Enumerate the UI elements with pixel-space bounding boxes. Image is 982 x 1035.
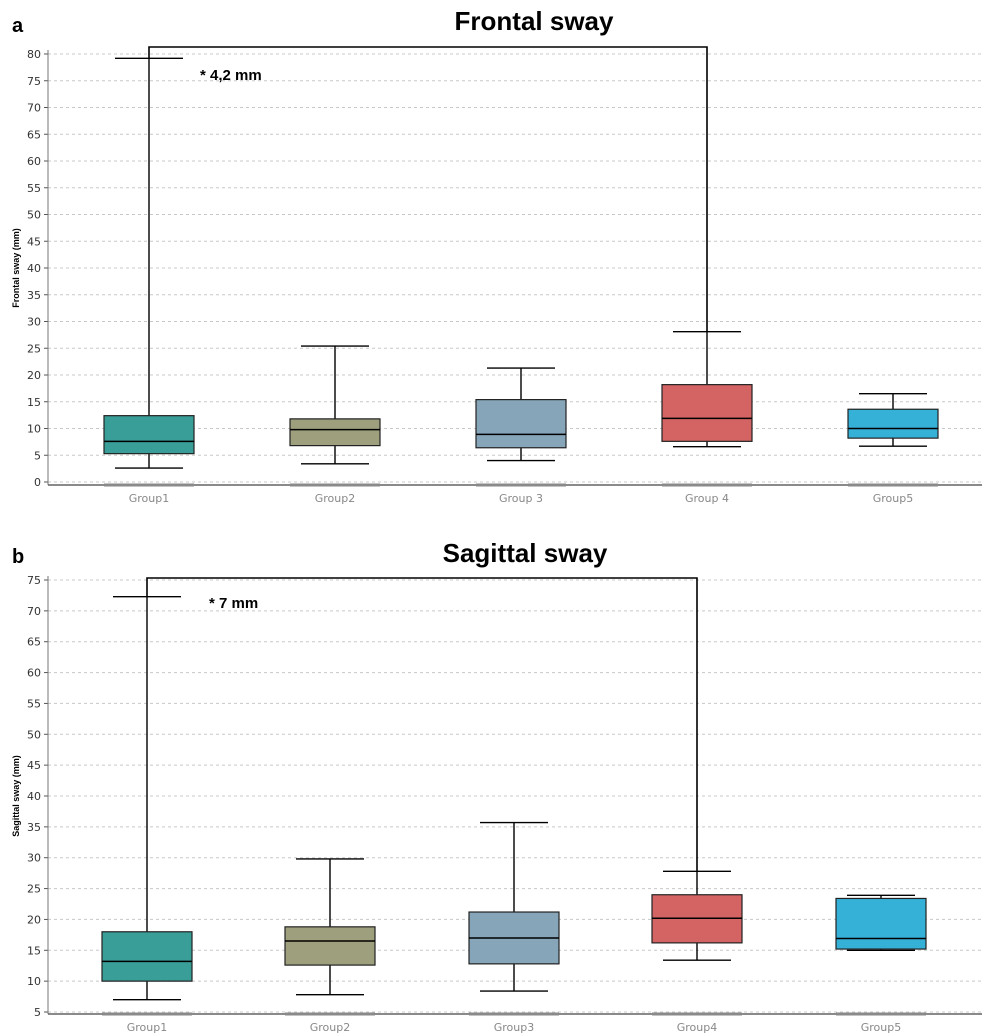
panel-frontal-sway: a Frontal sway Frontal sway (mm) 0 5 10 15 2…	[11, 6, 982, 505]
significance-bracket	[146, 577, 698, 872]
y-tick-label: 55	[27, 182, 41, 195]
iqr-box	[847, 408, 939, 439]
x-tick-label: Group 4	[685, 492, 729, 505]
significance-annotation: * 7 mm	[209, 595, 258, 612]
y-tick-label: 0	[34, 476, 41, 489]
iqr-box	[284, 926, 376, 966]
category-marker	[836, 1012, 926, 1016]
category-marker	[290, 483, 380, 487]
x-tick-label: Group5	[861, 1021, 902, 1034]
y-axis-label-sagittal: Sagittal sway (mm)	[11, 755, 21, 837]
y-tick-label: 40	[27, 262, 41, 275]
x-tick-label: Group1	[127, 1021, 168, 1034]
box-3	[475, 367, 567, 487]
iqr-box	[835, 897, 927, 950]
box-1	[103, 57, 195, 487]
iqr-box	[475, 399, 567, 449]
category-marker	[662, 483, 752, 487]
significance-bracket	[148, 46, 708, 332]
x-tick-label: Group3	[494, 1021, 535, 1034]
y-tick-label: 25	[27, 342, 41, 355]
category-marker	[469, 1012, 559, 1016]
category-marker	[104, 483, 194, 487]
iqr-box	[661, 384, 753, 442]
panel-letter-a: a	[12, 15, 24, 37]
category-marker	[652, 1012, 742, 1016]
box-3	[468, 821, 560, 1016]
y-tick-label: 70	[27, 102, 41, 115]
category-marker	[285, 1012, 375, 1016]
box-2	[289, 345, 381, 487]
y-tick-label: 35	[27, 821, 41, 834]
category-marker	[476, 483, 566, 487]
y-tick-label: 5	[34, 449, 41, 462]
box-5	[847, 393, 939, 487]
y-tick-label: 20	[27, 913, 41, 926]
x-tick-label: Group4	[677, 1021, 718, 1034]
panel-letter-b: b	[12, 546, 24, 568]
iqr-box	[103, 415, 195, 455]
y-tick-label: 45	[27, 759, 41, 772]
y-tick-label: 65	[27, 128, 41, 141]
box-5	[835, 894, 927, 1016]
y-tick-label: 75	[27, 574, 41, 587]
box-4	[651, 870, 743, 1016]
category-marker	[102, 1012, 192, 1016]
y-tick-label: 35	[27, 289, 41, 302]
y-tick-label: 40	[27, 790, 41, 803]
y-tick-label: 50	[27, 728, 41, 741]
y-tick-label: 70	[27, 605, 41, 618]
y-tick-label: 50	[27, 209, 41, 222]
box-4	[661, 330, 753, 487]
y-tick-label: 15	[27, 396, 41, 409]
y-tick-label: 10	[27, 975, 41, 988]
y-tick-label: 25	[27, 883, 41, 896]
y-tick-label: 80	[27, 48, 41, 61]
y-tick-label: 60	[27, 667, 41, 680]
y-tick-label: 15	[27, 944, 41, 957]
y-tick-label: 5	[34, 1006, 41, 1019]
y-tick-label: 65	[27, 636, 41, 649]
iqr-box	[289, 418, 381, 447]
x-tick-label: Group2	[315, 492, 356, 505]
category-marker	[848, 483, 938, 487]
y-tick-label: 30	[27, 316, 41, 329]
iqr-box	[101, 931, 193, 982]
y-tick-label: 30	[27, 852, 41, 865]
y-tick-label: 60	[27, 155, 41, 168]
y-axis-label-frontal: Frontal sway (mm)	[11, 228, 21, 308]
significance-annotation: * 4,2 mm	[200, 67, 262, 84]
y-tick-label: 75	[27, 75, 41, 88]
box-2	[284, 858, 376, 1016]
chart-title-sagittal: Sagittal sway	[443, 538, 608, 568]
panel-sagittal-sway: b Sagittal sway Sagittal sway (mm) 5 10 15…	[11, 538, 982, 1034]
chart-title-frontal: Frontal sway	[455, 6, 614, 36]
box-1	[101, 595, 193, 1016]
x-tick-label: Group2	[310, 1021, 351, 1034]
x-tick-label: Group 3	[499, 492, 543, 505]
y-tick-label: 10	[27, 423, 41, 436]
x-tick-label: Group5	[873, 492, 914, 505]
y-tick-label: 55	[27, 697, 41, 710]
x-tick-label: Group1	[129, 492, 170, 505]
y-tick-label: 20	[27, 369, 41, 382]
y-tick-label: 45	[27, 235, 41, 248]
